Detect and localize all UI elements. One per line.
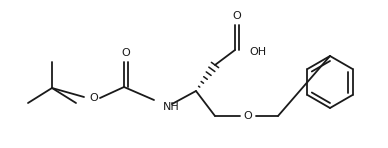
Text: O: O xyxy=(121,48,130,58)
Text: O: O xyxy=(90,93,99,103)
Text: NH: NH xyxy=(163,102,180,112)
Text: O: O xyxy=(244,111,252,121)
Text: O: O xyxy=(232,11,241,21)
Text: OH: OH xyxy=(249,47,266,57)
